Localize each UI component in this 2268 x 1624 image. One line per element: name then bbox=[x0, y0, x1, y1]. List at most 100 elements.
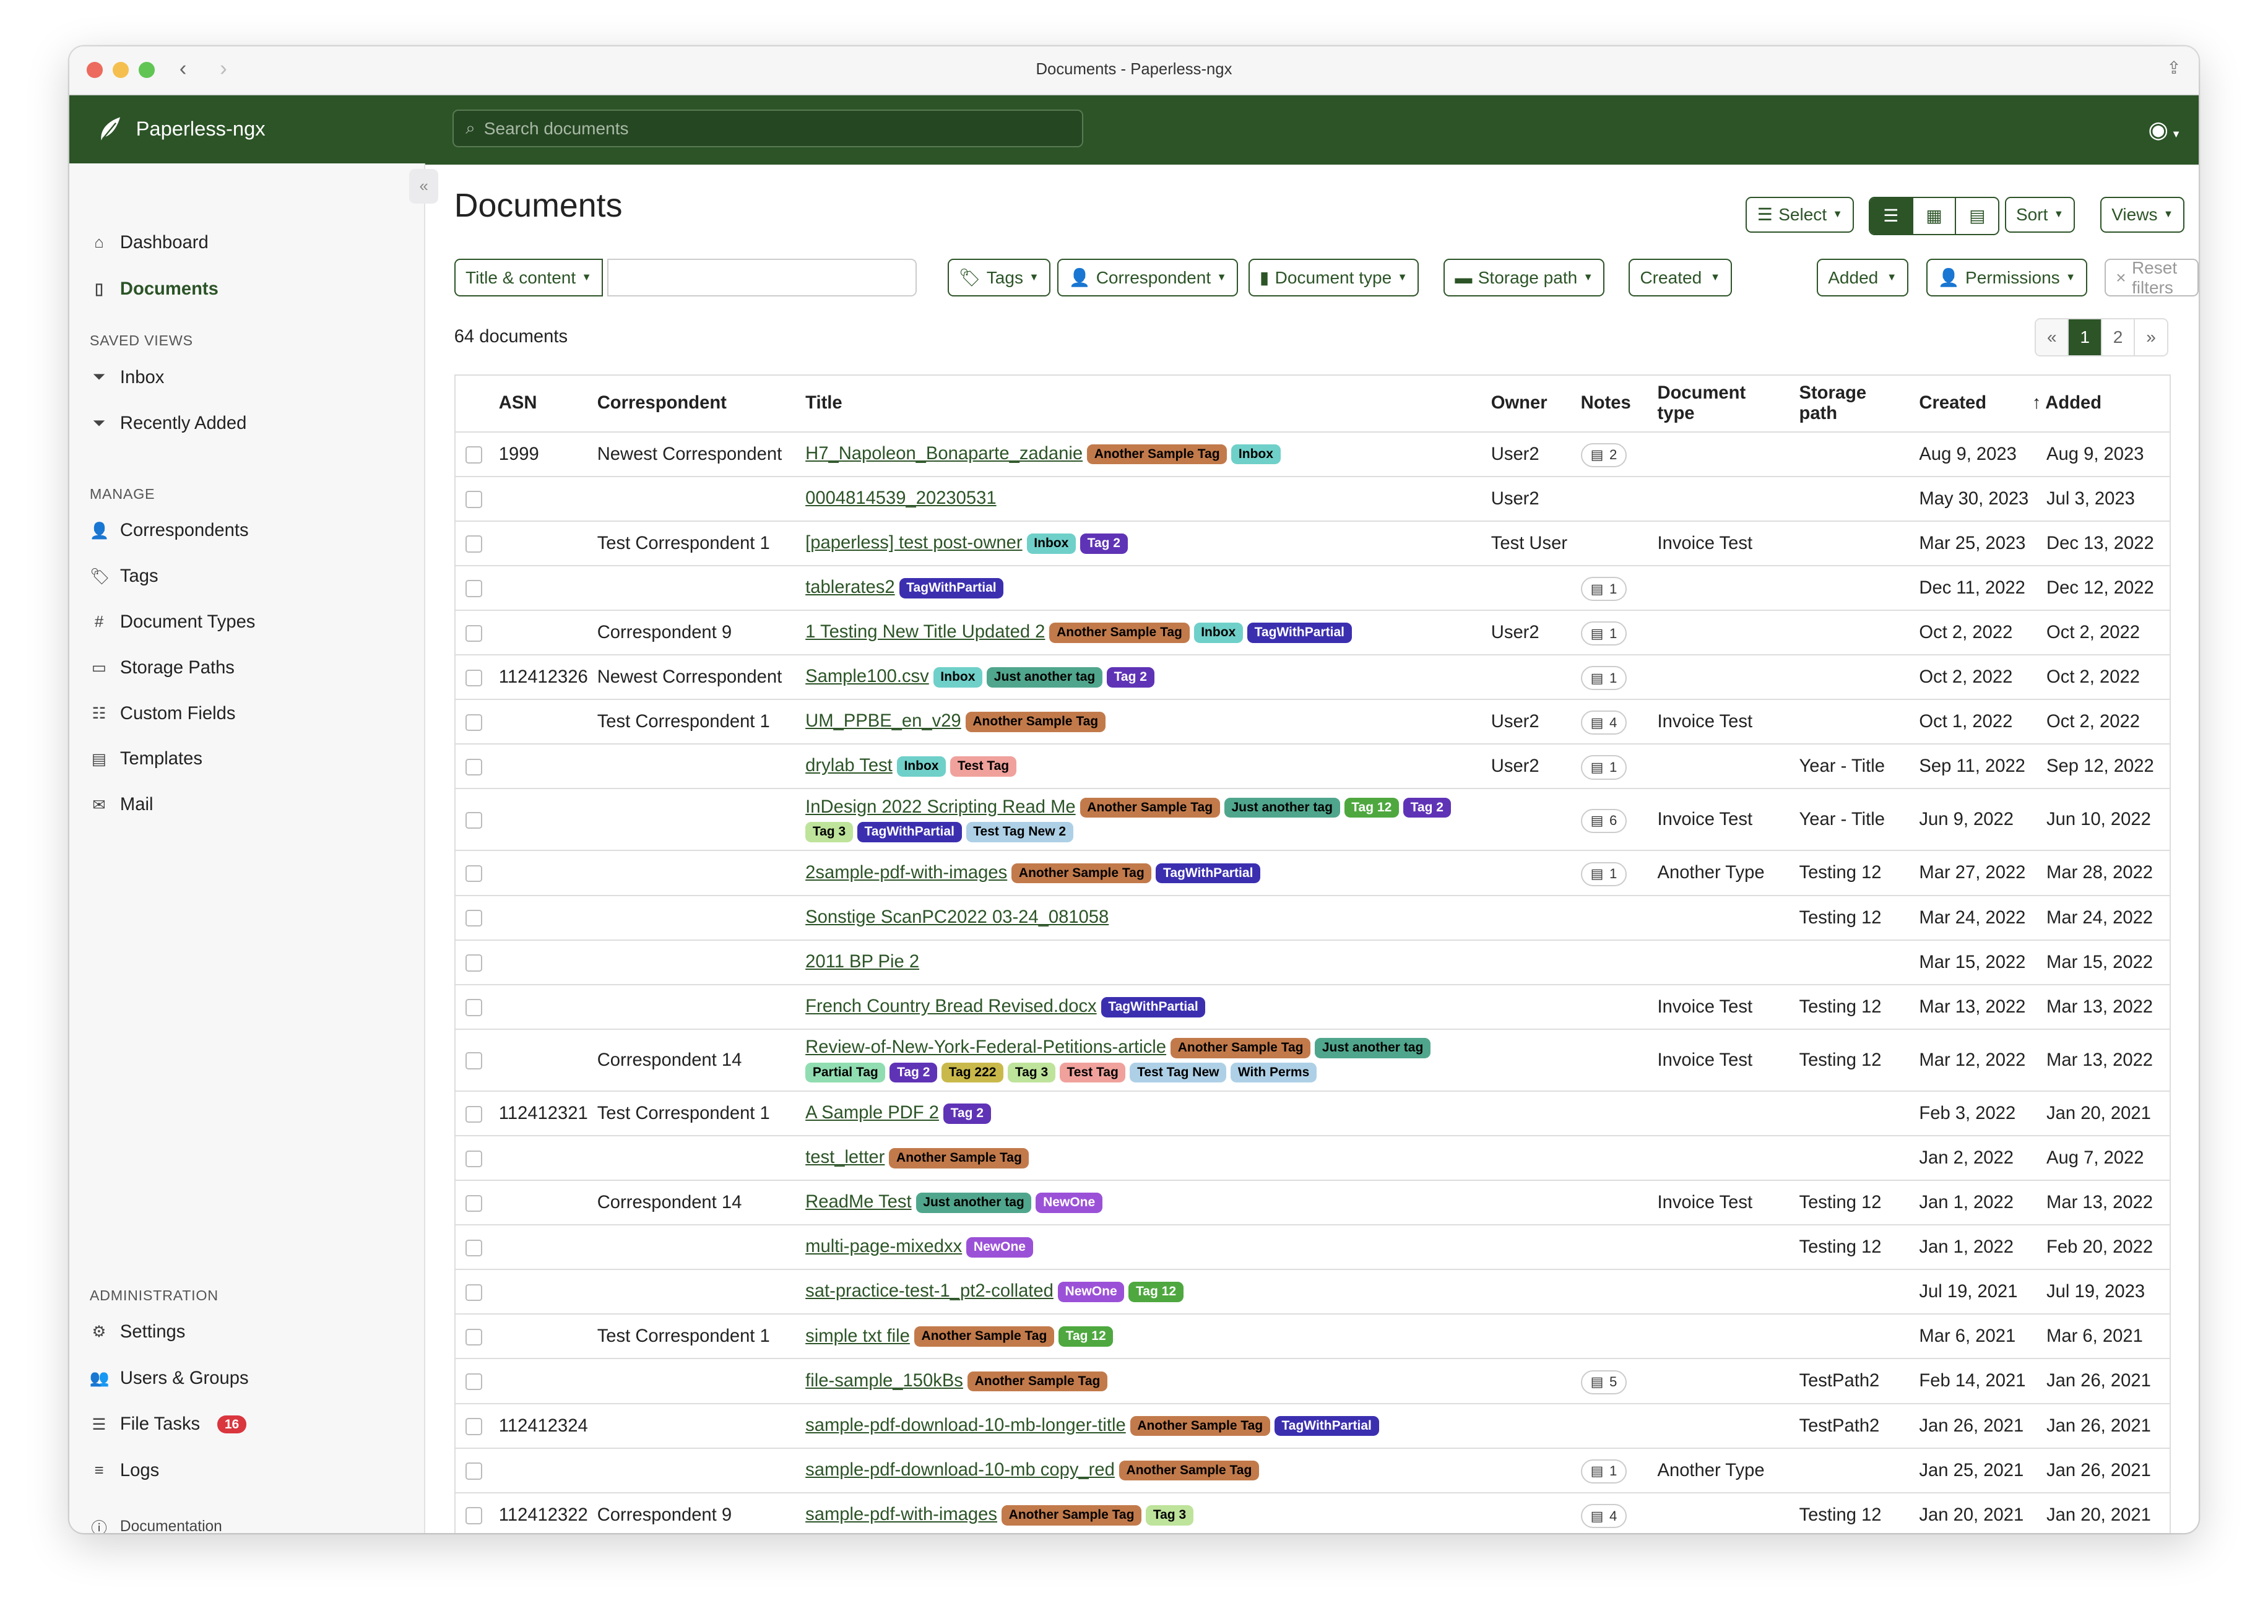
storage-path-cell[interactable] bbox=[1793, 520, 1914, 566]
tag-badge[interactable]: Tag 2 bbox=[889, 1062, 938, 1083]
tag-badge[interactable]: Tag 3 bbox=[1146, 1505, 1193, 1526]
sidebar-item-tags[interactable]: 🏷 Tags bbox=[90, 566, 158, 587]
large-cards-view-icon[interactable]: ▤ bbox=[1969, 206, 1986, 226]
tag-badge[interactable]: Inbox bbox=[1193, 623, 1243, 643]
document-title-link[interactable]: file-sample_150kBs bbox=[805, 1370, 963, 1391]
correspondent-cell[interactable] bbox=[591, 1402, 800, 1448]
sidebar-item-storage-paths[interactable]: ▭ Storage Paths bbox=[90, 658, 235, 678]
tag-badge[interactable]: Another Sample Tag bbox=[1011, 863, 1152, 884]
correspondent-cell[interactable]: Correspondent 14 bbox=[591, 1028, 800, 1091]
document-title-link[interactable]: ReadMe Test bbox=[805, 1192, 912, 1212]
row-checkbox[interactable] bbox=[465, 1507, 483, 1524]
tag-badge[interactable]: Another Sample Tag bbox=[1080, 797, 1220, 818]
table-row[interactable]: sat-practice-test-1_pt2-collated NewOne Ta… bbox=[455, 1269, 2170, 1315]
tag-badge[interactable]: Another Sample Tag bbox=[889, 1148, 1029, 1168]
maximize-window-button[interactable] bbox=[139, 62, 155, 79]
storage-path-cell[interactable] bbox=[1793, 1135, 1914, 1181]
column-header-notes[interactable]: Notes bbox=[1575, 376, 1651, 431]
document-type-cell[interactable]: Invoice Test bbox=[1651, 1180, 1794, 1225]
notes-badge[interactable]: ▤ 2 bbox=[1580, 443, 1627, 467]
document-title-link[interactable]: multi-page-mixedxx bbox=[805, 1237, 963, 1257]
correspondent-cell[interactable] bbox=[591, 1447, 800, 1493]
storage-path-cell[interactable]: TestPath2 bbox=[1793, 1358, 1914, 1404]
document-title-link[interactable]: drylab Test bbox=[805, 756, 893, 776]
document-title-link[interactable]: tablerates2 bbox=[805, 577, 895, 597]
column-header-owner[interactable]: Owner bbox=[1485, 376, 1575, 431]
row-checkbox[interactable] bbox=[465, 714, 483, 732]
document-type-cell[interactable]: Invoice Test bbox=[1651, 983, 1794, 1029]
table-row[interactable]: Correspondent 14 Review-of-New-York-Feder… bbox=[455, 1028, 2170, 1091]
tag-badge[interactable]: Another Sample Tag bbox=[1119, 1460, 1260, 1481]
document-title-link[interactable]: sample-pdf-with-images bbox=[805, 1504, 997, 1524]
row-checkbox[interactable] bbox=[465, 1418, 483, 1435]
select-button[interactable]: ☰ Select ▼ bbox=[1746, 196, 1854, 233]
notes-badge[interactable]: ▤ 6 bbox=[1580, 808, 1627, 833]
correspondent-cell[interactable]: Correspondent 14 bbox=[591, 1180, 800, 1225]
tag-badge[interactable]: Tag 12 bbox=[1128, 1282, 1184, 1303]
row-checkbox[interactable] bbox=[465, 1052, 483, 1069]
storage-path-cell[interactable]: Testing 12 bbox=[1793, 983, 1914, 1029]
tag-badge[interactable]: With Perms bbox=[1231, 1062, 1317, 1083]
tag-badge[interactable]: Inbox bbox=[896, 756, 946, 777]
document-type-cell[interactable] bbox=[1651, 564, 1794, 610]
row-checkbox[interactable] bbox=[465, 1239, 483, 1257]
sidebar-item-users-groups[interactable]: 👥 Users & Groups bbox=[90, 1368, 249, 1389]
sort-button[interactable]: Sort ▼ bbox=[2004, 196, 2075, 233]
grid-view-icon[interactable]: ▦ bbox=[1913, 197, 1957, 235]
tag-badge[interactable]: Test Tag New bbox=[1130, 1062, 1227, 1083]
table-row[interactable]: 112412324 sample-pdf-download-10-mb-longe… bbox=[455, 1402, 2170, 1448]
table-row[interactable]: 2sample-pdf-with-images Another Sample Ta… bbox=[455, 850, 2170, 896]
reset-filters-button[interactable]: × Reset filters bbox=[2104, 258, 2199, 297]
document-type-cell[interactable] bbox=[1651, 1313, 1794, 1359]
tag-badge[interactable]: Test Tag bbox=[1059, 1062, 1126, 1083]
document-type-cell[interactable] bbox=[1651, 1358, 1794, 1404]
tag-badge[interactable]: NewOne bbox=[966, 1237, 1033, 1258]
tags-filter[interactable]: 🏷 Tags ▼ bbox=[947, 259, 1050, 296]
correspondent-cell[interactable]: Test Correspondent 1 bbox=[591, 699, 800, 745]
document-title-link[interactable]: 2sample-pdf-with-images bbox=[805, 862, 1008, 883]
table-row[interactable]: French Country Bread Revised.docx TagWith… bbox=[455, 983, 2170, 1029]
table-row[interactable]: 112412326 Newest Correspondent Sample100.c… bbox=[455, 654, 2170, 700]
tag-badge[interactable]: TagWithPartial bbox=[899, 577, 1004, 598]
column-header-asn[interactable]: ASN bbox=[490, 376, 592, 431]
tag-badge[interactable]: Tag 12 bbox=[1344, 797, 1399, 818]
table-row[interactable]: drylab Test Inbox Test Tag User2 ▤ 1 Year - Ti… bbox=[455, 743, 2170, 789]
document-type-cell[interactable]: Another Type bbox=[1651, 850, 1794, 896]
document-type-cell[interactable] bbox=[1651, 894, 1794, 940]
storage-path-cell[interactable] bbox=[1793, 475, 1914, 521]
document-title-link[interactable]: 2011 BP Pie 2 bbox=[805, 951, 920, 972]
row-checkbox[interactable] bbox=[465, 910, 483, 927]
row-checkbox[interactable] bbox=[465, 535, 483, 553]
tag-badge[interactable]: Tag 3 bbox=[805, 822, 853, 842]
storage-path-cell[interactable]: Testing 12 bbox=[1793, 1492, 1914, 1533]
column-header-added[interactable]: ↑ Added bbox=[2032, 376, 2170, 431]
tag-badge[interactable]: Just another tag bbox=[1315, 1038, 1430, 1058]
document-title-link[interactable]: sat-practice-test-1_pt2-collated bbox=[805, 1281, 1054, 1302]
document-type-cell[interactable] bbox=[1651, 1090, 1794, 1136]
document-type-cell[interactable] bbox=[1651, 743, 1794, 789]
storage-path-cell[interactable] bbox=[1793, 1269, 1914, 1315]
sidebar-item-inbox[interactable]: ⏷ Inbox bbox=[90, 368, 165, 388]
row-checkbox[interactable] bbox=[465, 624, 483, 642]
row-checkbox[interactable] bbox=[465, 758, 483, 776]
tag-badge[interactable]: Another Sample Tag bbox=[965, 712, 1106, 732]
tag-badge[interactable]: Another Sample Tag bbox=[1171, 1038, 1311, 1058]
title-content-input[interactable] bbox=[607, 259, 917, 296]
storage-path-cell[interactable]: Testing 12 bbox=[1793, 1224, 1914, 1270]
column-header-title[interactable]: Title bbox=[800, 376, 1486, 431]
table-row[interactable]: sample-pdf-download-10-mb copy_red Anothe… bbox=[455, 1447, 2170, 1493]
document-type-cell[interactable] bbox=[1651, 1135, 1794, 1181]
correspondent-cell[interactable] bbox=[591, 983, 800, 1029]
table-row[interactable]: Correspondent 14 ReadMe Test Just another … bbox=[455, 1180, 2170, 1225]
table-row[interactable]: file-sample_150kBs Another Sample Tag ▤ 5 Te… bbox=[455, 1358, 2170, 1404]
storage-path-cell[interactable] bbox=[1793, 564, 1914, 610]
tag-badge[interactable]: Another Sample Tag bbox=[1002, 1505, 1142, 1526]
tag-badge[interactable]: TagWithPartial bbox=[1247, 623, 1352, 643]
tag-badge[interactable]: Tag 222 bbox=[941, 1062, 1004, 1083]
tag-badge[interactable]: Inbox bbox=[1231, 444, 1281, 465]
storage-path-cell[interactable]: Testing 12 bbox=[1793, 894, 1914, 940]
storage-path-cell[interactable]: Testing 12 bbox=[1793, 1180, 1914, 1225]
document-type-cell[interactable]: Invoice Test bbox=[1651, 1028, 1794, 1091]
document-title-link[interactable]: A Sample PDF 2 bbox=[805, 1103, 939, 1123]
